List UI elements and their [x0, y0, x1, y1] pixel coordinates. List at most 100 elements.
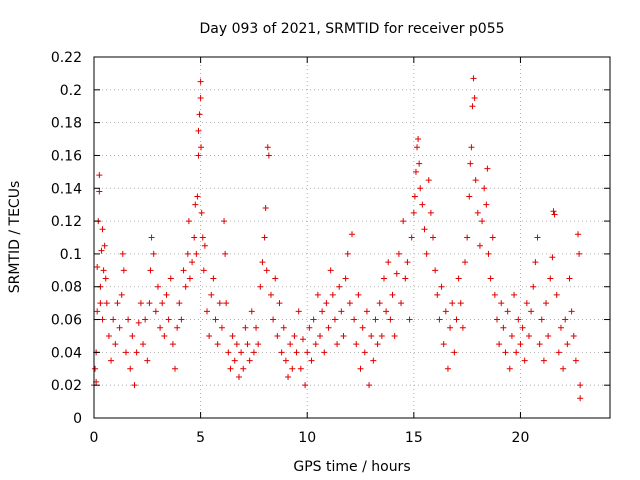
data-point — [425, 177, 432, 184]
data-point — [244, 341, 251, 348]
data-point — [276, 300, 283, 307]
data-point — [198, 144, 205, 151]
y-tick-label: 0.18 — [51, 116, 82, 132]
y-tick-label: 0.02 — [51, 378, 82, 394]
data-point — [551, 211, 558, 218]
data-point — [469, 103, 476, 110]
data-point — [430, 234, 437, 241]
data-point — [471, 95, 478, 102]
data-point — [323, 300, 330, 307]
data-point — [204, 308, 211, 315]
data-point — [498, 300, 505, 307]
data-point — [118, 291, 125, 298]
data-point — [169, 341, 176, 348]
data-point — [467, 160, 474, 167]
data-point — [464, 234, 471, 241]
data-point — [393, 270, 400, 277]
data-point — [272, 275, 279, 282]
data-point — [127, 365, 134, 372]
data-points — [91, 75, 584, 402]
data-point — [157, 324, 164, 331]
data-point — [357, 365, 364, 372]
data-point — [250, 349, 257, 356]
data-point — [449, 300, 456, 307]
data-point — [555, 349, 562, 356]
y-tick-label: 0.1 — [60, 247, 82, 263]
data-point — [208, 291, 215, 298]
plot-frame — [93, 56, 611, 419]
data-point — [523, 300, 530, 307]
data-point — [545, 332, 552, 339]
data-point — [263, 267, 270, 274]
data-point — [222, 250, 229, 257]
data-point — [562, 316, 569, 323]
data-point — [515, 316, 522, 323]
data-point — [331, 316, 338, 323]
data-point — [410, 209, 417, 216]
data-point — [161, 332, 168, 339]
data-point — [378, 332, 385, 339]
data-point — [99, 226, 106, 233]
data-point — [506, 365, 513, 372]
x-axis-ticks: 0 5 10 15 20 — [90, 57, 529, 446]
data-point — [148, 234, 155, 241]
data-point — [351, 316, 358, 323]
data-point — [133, 349, 140, 356]
data-point — [455, 275, 462, 282]
data-point — [304, 349, 311, 356]
data-point — [248, 308, 255, 315]
data-point — [402, 275, 409, 282]
data-point — [575, 231, 582, 238]
data-point — [434, 291, 441, 298]
data-point — [291, 332, 298, 339]
data-point — [342, 275, 349, 282]
y-tick-label: 0.16 — [51, 148, 82, 164]
data-point — [338, 308, 345, 315]
x-tick-label: 5 — [196, 430, 205, 446]
data-point — [447, 324, 454, 331]
data-point — [500, 324, 507, 331]
data-point — [368, 332, 375, 339]
data-point — [414, 144, 421, 151]
data-point — [135, 319, 142, 326]
data-point — [577, 382, 584, 389]
data-point — [267, 291, 274, 298]
data-point — [137, 300, 144, 307]
data-point — [310, 316, 317, 323]
data-point — [391, 332, 398, 339]
data-point — [178, 316, 185, 323]
data-point — [444, 365, 451, 372]
y-axis-label: SRMTID / TECUs — [7, 181, 23, 294]
data-point — [557, 324, 564, 331]
data-point — [440, 341, 447, 348]
data-point — [504, 308, 511, 315]
data-point — [329, 291, 336, 298]
data-point — [191, 234, 198, 241]
x-tick-label: 15 — [405, 430, 423, 446]
data-point — [534, 234, 541, 241]
data-point — [457, 300, 464, 307]
data-point — [411, 193, 418, 200]
data-point — [308, 357, 315, 364]
data-point — [265, 152, 272, 159]
data-point — [180, 267, 187, 274]
data-point — [404, 259, 411, 266]
data-point — [349, 231, 355, 238]
data-point — [108, 357, 115, 364]
data-point — [361, 349, 368, 356]
data-point — [476, 242, 483, 249]
data-point — [436, 316, 443, 323]
data-point — [102, 275, 109, 282]
y-tick-label: 0.14 — [51, 181, 82, 197]
data-point — [474, 209, 481, 216]
data-point — [528, 308, 535, 315]
data-point — [261, 234, 268, 241]
data-point — [140, 341, 147, 348]
data-point — [466, 193, 473, 200]
data-point — [359, 324, 366, 331]
data-point — [472, 177, 479, 184]
data-point — [372, 316, 379, 323]
data-point — [576, 250, 583, 257]
data-point — [146, 300, 153, 307]
data-point — [438, 283, 445, 290]
